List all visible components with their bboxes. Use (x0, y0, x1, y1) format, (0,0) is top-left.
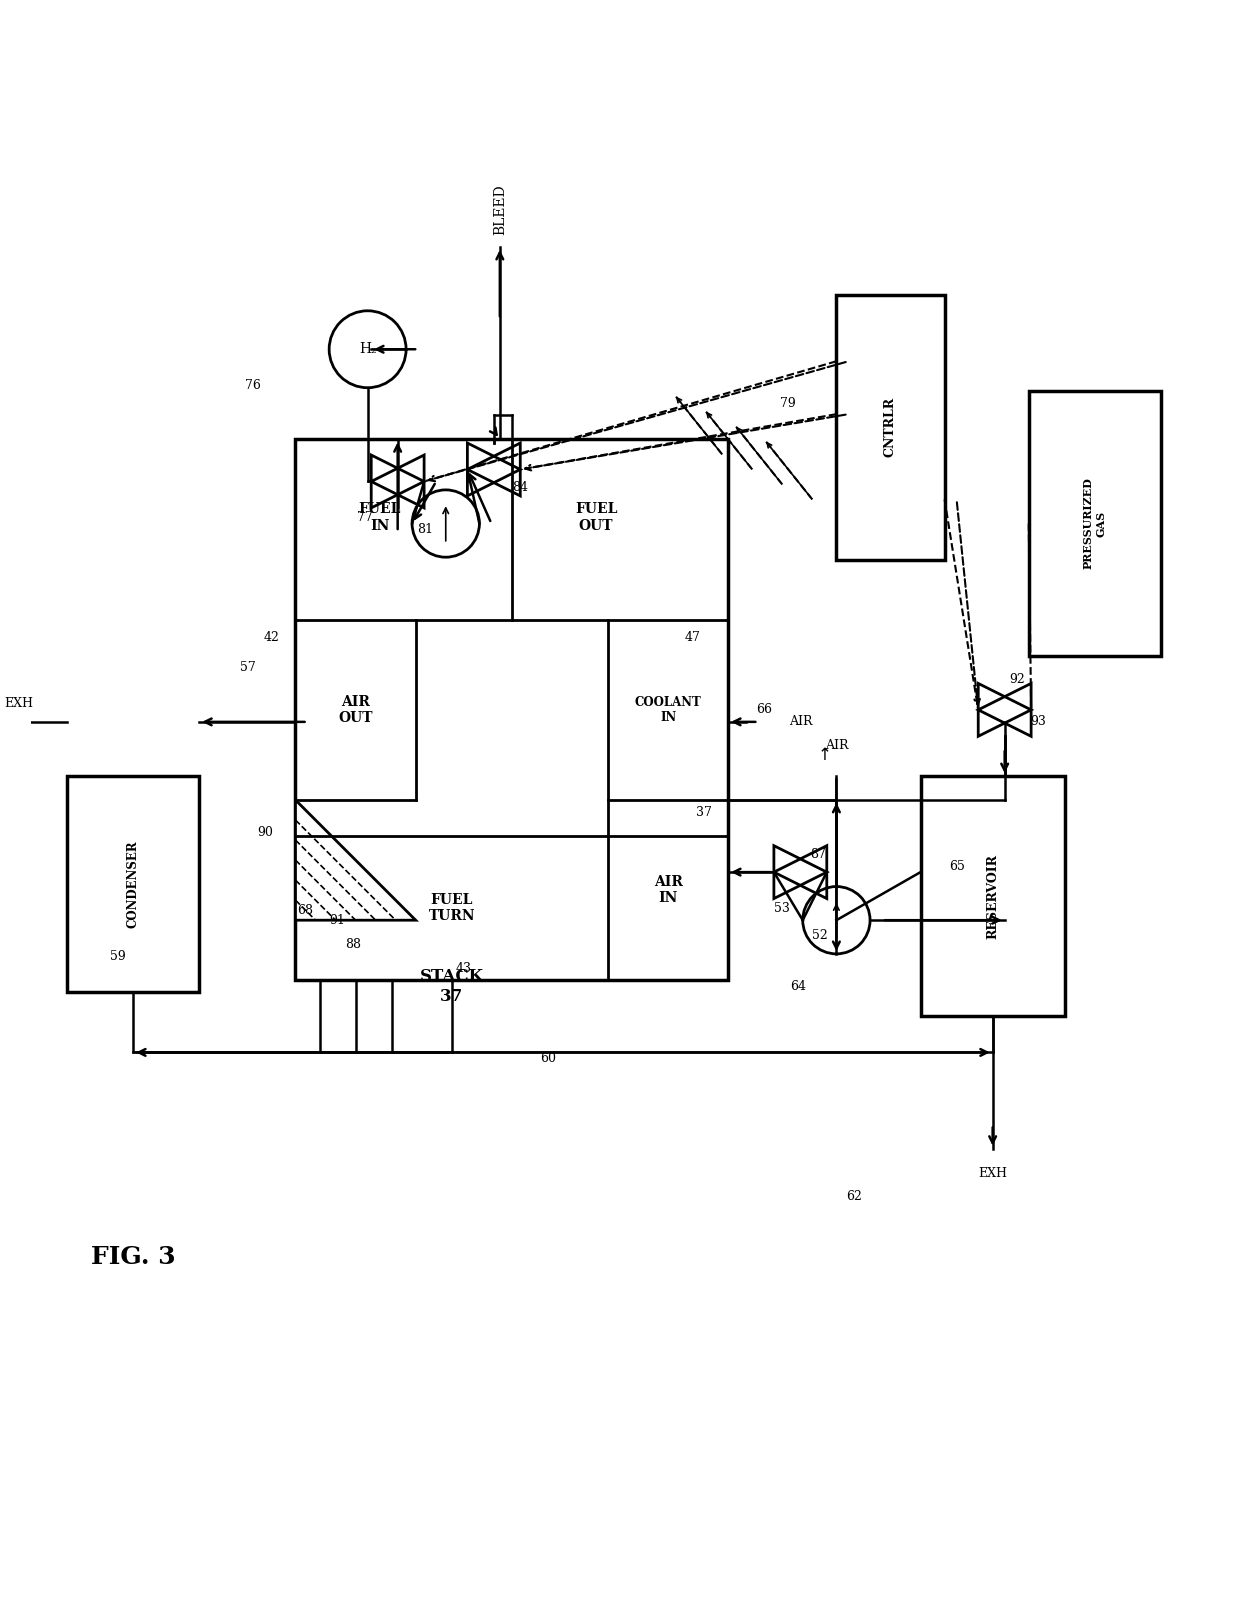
Text: 90: 90 (258, 826, 273, 838)
Text: 37: 37 (696, 805, 712, 819)
Text: 60: 60 (539, 1051, 556, 1066)
Text: BLEED: BLEED (492, 184, 507, 235)
Bar (920, 776, 1065, 1016)
Text: STACK
37: STACK 37 (420, 968, 484, 1005)
Bar (1029, 392, 1161, 656)
Text: 91: 91 (330, 914, 346, 926)
Text: 81: 81 (418, 523, 433, 536)
Text: CNTRLR: CNTRLR (884, 397, 897, 458)
Text: 77: 77 (357, 510, 373, 525)
Text: PRESSURIZED
GAS: PRESSURIZED GAS (1083, 478, 1107, 570)
Text: 43: 43 (456, 962, 471, 974)
Polygon shape (295, 800, 415, 920)
Text: 62: 62 (847, 1190, 862, 1203)
Text: FUEL
OUT: FUEL OUT (575, 502, 618, 533)
Text: 59: 59 (109, 950, 125, 963)
Text: 64: 64 (790, 979, 806, 994)
Text: FIG. 3: FIG. 3 (92, 1245, 176, 1269)
Text: ↑: ↑ (817, 746, 831, 763)
Text: CONDENSER: CONDENSER (126, 840, 140, 928)
Text: 66: 66 (756, 704, 773, 717)
Text: AIR
OUT: AIR OUT (339, 694, 373, 725)
Text: 79: 79 (780, 397, 796, 410)
Text: 88: 88 (345, 938, 361, 950)
Text: 84: 84 (512, 482, 528, 494)
Text: 68: 68 (298, 904, 314, 917)
Text: 92: 92 (1009, 674, 1024, 686)
Bar (67, 776, 200, 992)
Text: AIR: AIR (825, 739, 848, 752)
Text: AIR
IN: AIR IN (653, 875, 682, 906)
Text: 76: 76 (246, 379, 262, 392)
Text: 52: 52 (812, 930, 827, 942)
Bar (837, 294, 945, 560)
Text: FUEL
TURN: FUEL TURN (429, 893, 475, 923)
Text: 65: 65 (949, 859, 965, 872)
Text: RESERVOIR: RESERVOIR (986, 854, 999, 939)
Text: 93: 93 (1030, 715, 1047, 728)
Text: EXH: EXH (978, 1166, 1007, 1179)
Text: H₂: H₂ (358, 342, 377, 357)
Text: 42: 42 (264, 632, 279, 645)
Text: AIR: AIR (789, 715, 812, 728)
Text: 53: 53 (774, 902, 790, 915)
Text: FUEL
IN: FUEL IN (358, 502, 401, 533)
Text: EXH: EXH (5, 698, 33, 710)
Text: 87: 87 (811, 848, 826, 861)
Text: 47: 47 (684, 632, 701, 645)
Bar (295, 440, 728, 981)
Text: COOLANT
IN: COOLANT IN (635, 696, 702, 723)
Text: 57: 57 (239, 661, 255, 674)
